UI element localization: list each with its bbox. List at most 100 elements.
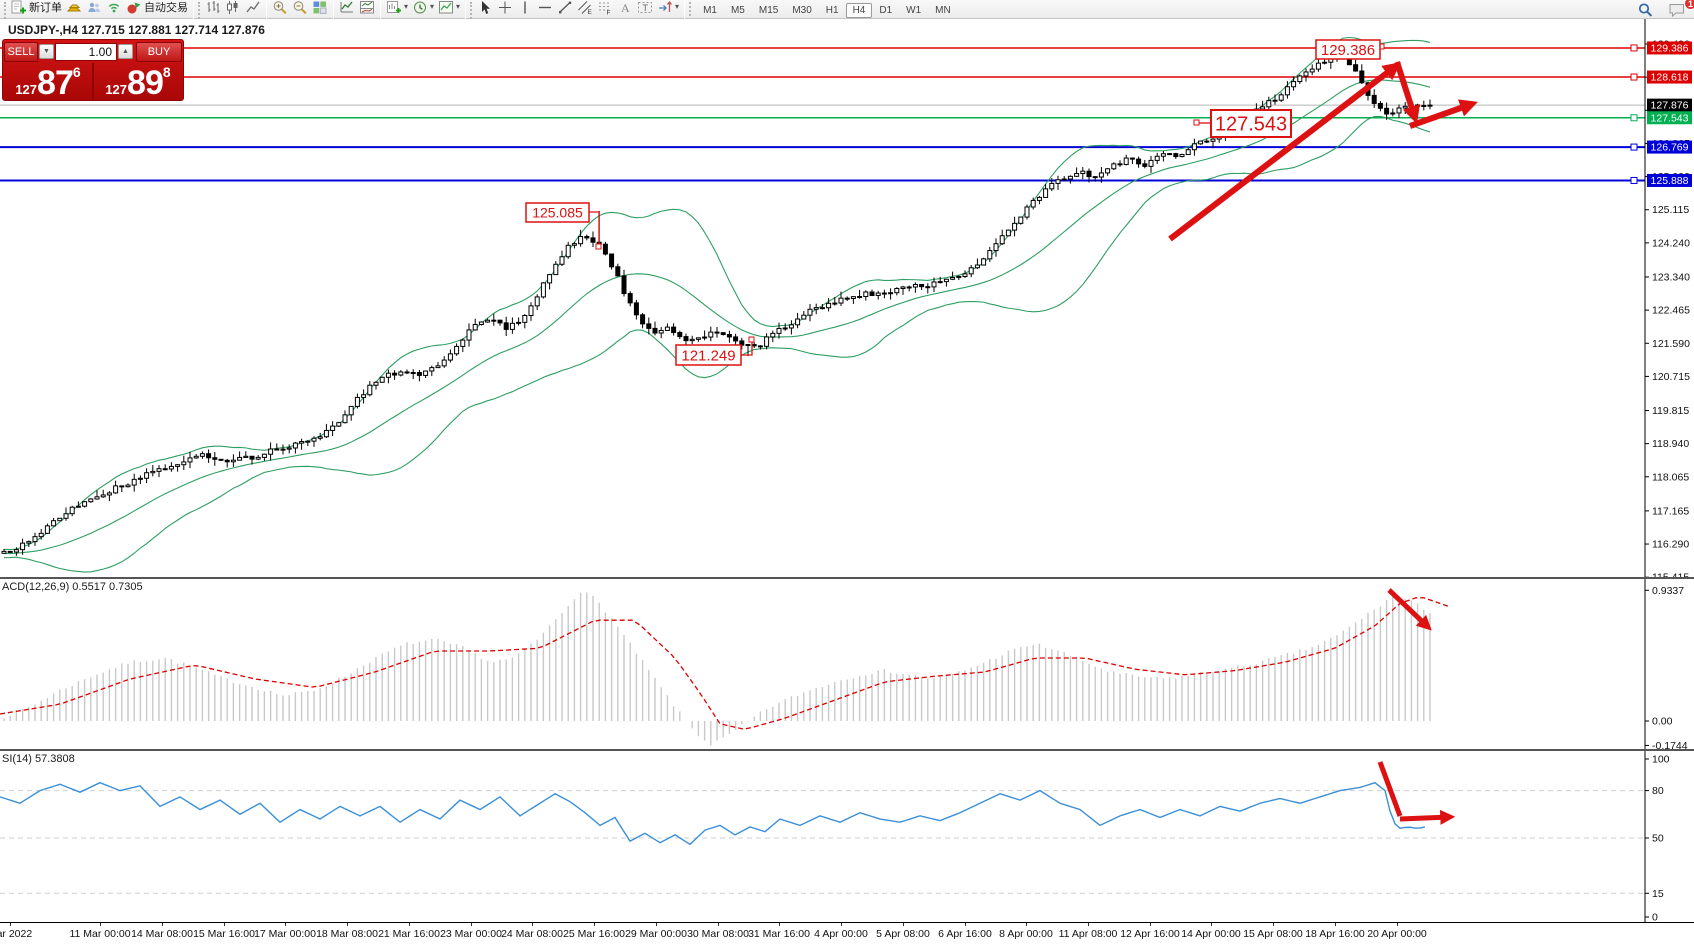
- vertical-line-button[interactable]: [515, 0, 535, 16]
- zoom-in-button[interactable]: [270, 0, 290, 16]
- svg-text:129.386: 129.386: [1651, 42, 1689, 54]
- sell-price[interactable]: 127 87 6: [4, 63, 92, 101]
- timeframe-m15-button[interactable]: M15: [758, 5, 779, 16]
- horizontal-line-button[interactable]: [535, 0, 555, 16]
- lot-decrease-button[interactable]: ▼: [39, 44, 54, 59]
- svg-text:100: 100: [1652, 754, 1670, 766]
- svg-text:F: F: [607, 9, 611, 15]
- line-chart-icon: [245, 0, 261, 15]
- label-button[interactable]: T: [635, 0, 655, 16]
- indicator-window-button[interactable]: [357, 0, 377, 16]
- time-tick: [718, 923, 719, 926]
- time-tick: [532, 923, 533, 926]
- panel-separator[interactable]: [0, 577, 1694, 579]
- time-tick: [1088, 923, 1089, 926]
- svg-text:120.715: 120.715: [1652, 371, 1690, 383]
- crosshair-button[interactable]: [495, 0, 515, 16]
- time-label: 18 Mar 08:00: [316, 928, 378, 940]
- lot-size-input[interactable]: [55, 42, 117, 61]
- search-button[interactable]: [1635, 1, 1656, 18]
- time-label: 4 Apr 00:00: [814, 928, 868, 940]
- cursor-button[interactable]: [475, 0, 495, 16]
- svg-text:118.065: 118.065: [1652, 471, 1689, 483]
- notifications-button[interactable]: 1: [1666, 0, 1694, 18]
- signal-button[interactable]: [104, 0, 124, 16]
- time-tick: [347, 923, 348, 926]
- autotrade-button[interactable]: 自动交易: [124, 0, 190, 16]
- panel-separator[interactable]: [0, 749, 1694, 751]
- period-button[interactable]: ▾: [410, 0, 436, 16]
- chevron-down-icon: ▾: [456, 2, 461, 11]
- toolbar-separator: [380, 1, 381, 19]
- candlestick-chart[interactable]: 129.386127.543125.085121.249129.490128.6…: [0, 19, 1694, 577]
- channel-button[interactable]: E: [575, 0, 595, 16]
- rsi-chart[interactable]: 100 80 50 15 0: [0, 751, 1694, 922]
- time-label: 6 Apr 16:00: [938, 928, 992, 940]
- timeframe-mn-button[interactable]: MN: [935, 5, 951, 16]
- toolbar-grip: [198, 1, 200, 19]
- new-order-icon: [11, 0, 27, 15]
- macd-chart[interactable]: 0.9337 0.00 -0.1744: [0, 579, 1694, 749]
- svg-text:118.940: 118.940: [1652, 438, 1689, 450]
- timeframe-m5-button[interactable]: M5: [730, 5, 745, 16]
- svg-text:125.888: 125.888: [1651, 175, 1689, 187]
- toolbar-button-label: 自动交易: [144, 2, 188, 14]
- svg-text:125.085: 125.085: [532, 205, 583, 221]
- shapes-button[interactable]: ▾: [655, 0, 681, 16]
- timeframe-h4-button[interactable]: H4: [845, 3, 873, 18]
- svg-text:121.590: 121.590: [1652, 338, 1690, 350]
- line-chart-button[interactable]: [243, 0, 263, 16]
- zoom-out-button[interactable]: [290, 0, 310, 16]
- main-chart[interactable]: USDJPY-,H4 127.715 127.881 127.714 127.8…: [0, 19, 1694, 577]
- svg-text:0.9337: 0.9337: [1652, 585, 1684, 597]
- new-chart-icon: [386, 0, 402, 15]
- timeframe-w1-button[interactable]: W1: [906, 5, 922, 16]
- template-button[interactable]: ▾: [436, 0, 462, 16]
- timeframe-m30-button[interactable]: M30: [792, 5, 812, 16]
- svg-text:A: A: [621, 1, 630, 15]
- time-label: 12 Apr 16:00: [1120, 928, 1180, 940]
- sell-button[interactable]: SELL: [4, 41, 38, 62]
- svg-text:122.465: 122.465: [1652, 305, 1690, 317]
- time-tick: [100, 923, 101, 926]
- timeframe-h1-button[interactable]: H1: [825, 5, 839, 16]
- lot-increase-button[interactable]: ▲: [118, 44, 133, 59]
- toolbar-separator: [266, 1, 267, 19]
- sell-price-pip: 6: [72, 64, 81, 80]
- svg-text:121.249: 121.249: [681, 347, 735, 364]
- time-tick: [1211, 923, 1212, 926]
- rsi-panel[interactable]: SI(14) 57.3808 100 80 50 15 0: [0, 751, 1694, 922]
- template-icon: [438, 0, 454, 15]
- bar-chart-icon: [205, 0, 221, 15]
- tile-windows-icon: [312, 0, 328, 15]
- tile-windows-button[interactable]: [310, 0, 330, 16]
- candlestick-button[interactable]: [223, 0, 243, 16]
- new-order-button[interactable]: 新订单: [9, 0, 64, 16]
- gold-button[interactable]: [64, 0, 84, 16]
- svg-text:127.876: 127.876: [1651, 100, 1689, 112]
- community-button[interactable]: [84, 0, 104, 16]
- buy-price[interactable]: 127 89 8: [94, 63, 182, 101]
- buy-button[interactable]: BUY: [136, 41, 182, 62]
- new-chart-button[interactable]: ▾: [384, 0, 410, 16]
- indicator-add-button[interactable]: [337, 0, 357, 16]
- autotrade-icon: [126, 0, 142, 15]
- svg-text:E: E: [588, 9, 593, 15]
- time-tick: [656, 923, 657, 926]
- timeframe-d1-button[interactable]: D1: [879, 5, 893, 16]
- trendline-button[interactable]: [555, 0, 575, 16]
- time-tick: [965, 923, 966, 926]
- text-button[interactable]: A: [615, 0, 635, 16]
- svg-text:0: 0: [1652, 912, 1658, 923]
- macd-panel[interactable]: ACD(12,26,9) 0.5517 0.7305 0.9337 0.00 -0.…: [0, 579, 1694, 749]
- indicator-window-icon: [359, 0, 375, 15]
- timeframe-m1-button[interactable]: M1: [703, 5, 717, 16]
- time-label: 20 Apr 00:00: [1367, 928, 1427, 940]
- time-tick: [1273, 923, 1274, 926]
- bar-chart-button[interactable]: [203, 0, 223, 16]
- time-tick: [903, 923, 904, 926]
- svg-text:128.618: 128.618: [1651, 72, 1689, 84]
- fibonacci-button[interactable]: F: [595, 0, 615, 16]
- toolbar-button-groups: 新订单 自动交易 ▾ ▾ ▾ E F A T ▾: [3, 0, 688, 20]
